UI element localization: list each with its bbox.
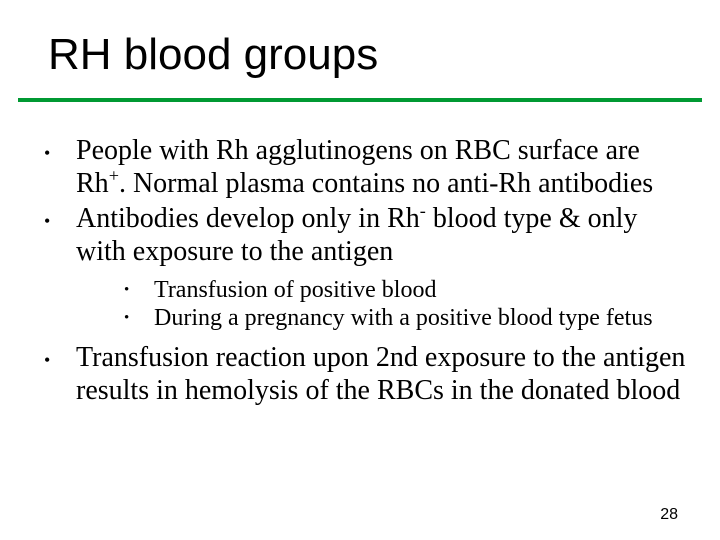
bullet-list-level1: People with Rh agglutinogens on RBC surf… [36,134,690,407]
bullet-list-level2: Transfusion of positive blood During a p… [76,276,690,333]
title-underline [18,98,702,102]
list-item: Antibodies develop only in Rh- blood typ… [36,202,690,333]
slide-body: People with Rh agglutinogens on RBC surf… [36,134,690,409]
list-item: People with Rh agglutinogens on RBC surf… [36,134,690,200]
bullet-text: Antibodies develop only in Rh [76,203,420,234]
bullet-text: During a pregnancy with a positive blood… [154,305,653,331]
page-number: 28 [660,506,678,524]
bullet-text: Transfusion of positive blood [154,277,436,303]
list-item: Transfusion of positive blood [76,276,690,304]
slide: RH blood groups People with Rh agglutino… [0,0,720,540]
bullet-text: . Normal plasma contains no anti-Rh anti… [119,168,653,199]
list-item: During a pregnancy with a positive blood… [76,304,690,332]
superscript: + [109,166,119,186]
bullet-text: Transfusion reaction upon 2nd exposure t… [76,342,685,406]
list-item: Transfusion reaction upon 2nd exposure t… [36,341,690,407]
slide-title: RH blood groups [48,30,378,80]
